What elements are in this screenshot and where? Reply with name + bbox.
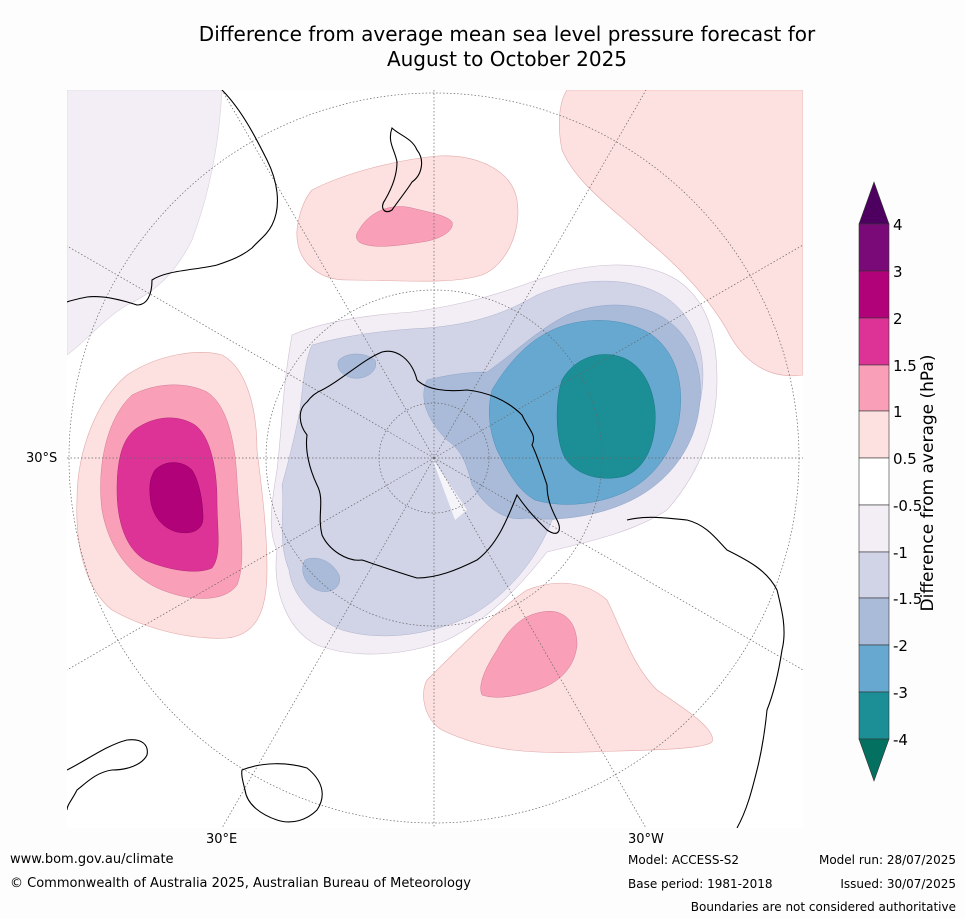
colorbar-swatch-minus-0p5: [858, 504, 890, 553]
anomaly-region-nz-moderate-positive: [356, 206, 453, 247]
colorbar-tick-1: 3: [893, 263, 903, 281]
anomaly-region-nw-light-negative: [67, 90, 223, 356]
footer-issued: Issued: 30/07/2025: [840, 877, 956, 891]
anomaly-region-w-very-strong-positive: [149, 462, 204, 534]
footer-base-period: Base period: 1981-2018: [628, 877, 773, 891]
title-line-1: Difference from average mean sea level p…: [198, 22, 816, 46]
pole-wedge: [432, 458, 467, 520]
colorbar-swatch-1p5-to-2: [858, 317, 890, 366]
coastlines: [67, 90, 785, 828]
colorbar-swatch-1-to-1p5: [858, 364, 890, 412]
colorbar-tick-8: -1.5: [893, 590, 922, 608]
footer-copyright: © Commonwealth of Australia 2025, Austra…: [10, 876, 471, 891]
footer-model-run: Model run: 28/07/2025: [818, 853, 956, 867]
anomaly-region-ne-positive: [558, 90, 803, 377]
colorbar-swatch-3-to-4: [858, 223, 890, 272]
pressure-anomaly-map: [67, 90, 803, 828]
graticule: [67, 90, 803, 828]
footer-disclaimer: Boundaries are not considered authoritat…: [690, 900, 956, 914]
footer-model: Model: ACCESS-S2: [628, 853, 740, 867]
colorbar-extend-bottom: [858, 738, 890, 782]
colorbar-tick-3: 1.5: [893, 357, 917, 375]
colorbar-swatch-neutral: [858, 457, 890, 506]
lat-label-30s: 30°S: [26, 451, 58, 466]
colorbar: 4 3 2 1.5 1 0.5 -0.5 -1 -1.5 -2 -3 -4: [850, 180, 965, 785]
colorbar-tick-2: 2: [893, 310, 903, 328]
colorbar-tick-6: -0.5: [893, 497, 922, 515]
south-america-coastline: [626, 516, 785, 828]
colorbar-swatch-minus-3: [858, 691, 890, 740]
anomaly-region-s-moderate-positive: [480, 611, 578, 698]
antarctica-coastline: [299, 350, 560, 579]
anomaly-region-minus-3: [556, 354, 656, 479]
colorbar-swatch-0p5-to-1: [858, 410, 890, 459]
colorbar-extend-top: [858, 181, 890, 225]
colorbar-tick-0: 4: [893, 216, 903, 234]
lon-label-30w: 30°W: [628, 832, 664, 847]
colorbar-tick-9: -2: [893, 637, 908, 655]
colorbar-swatch-minus-1p5: [858, 597, 890, 646]
colorbar-tick-7: -1: [893, 544, 908, 562]
australia-coastline: [67, 90, 278, 306]
footer-website: www.bom.gov.au/climate: [10, 852, 174, 867]
colorbar-tick-10: -3: [893, 684, 908, 702]
colorbar-tick-11: -4: [893, 731, 908, 749]
madagascar-coastline: [241, 763, 323, 823]
lon-label-30e: 30°E: [206, 832, 238, 847]
new-zealand-coastline: [382, 126, 423, 213]
colorbar-tick-4: 1: [893, 403, 903, 421]
colorbar-swatch-2-to-3: [858, 270, 890, 319]
colorbar-graphic: 4 3 2 1.5 1 0.5 -0.5 -1 -1.5 -2 -3 -4: [858, 181, 922, 782]
title-line-2: August to October 2025: [386, 47, 628, 71]
africa-coastline: [67, 739, 148, 811]
anomaly-region-minus-1p5-small-b: [302, 557, 340, 592]
colorbar-tick-5: 0.5: [893, 450, 917, 468]
colorbar-label: Difference from average (hPa): [918, 354, 938, 612]
chart-title: Difference from average mean sea level p…: [0, 22, 965, 72]
colorbar-swatch-minus-1: [858, 551, 890, 599]
colorbar-swatch-minus-2: [858, 644, 890, 693]
